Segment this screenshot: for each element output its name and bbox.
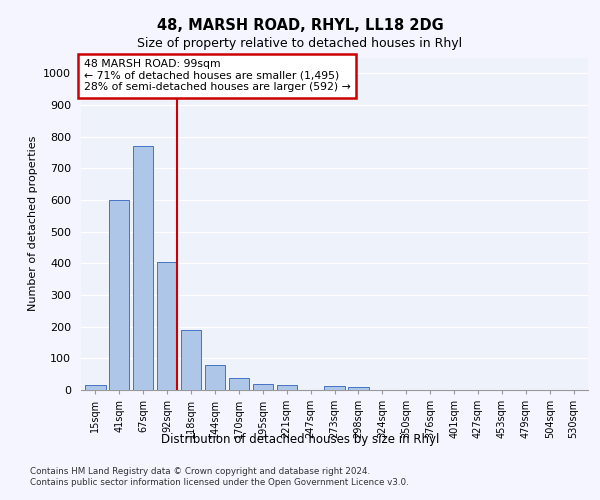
Bar xyxy=(133,146,154,390)
Y-axis label: Number of detached properties: Number of detached properties xyxy=(28,136,38,312)
Bar xyxy=(205,366,225,390)
Bar xyxy=(85,385,106,390)
Text: Size of property relative to detached houses in Rhyl: Size of property relative to detached ho… xyxy=(137,38,463,51)
Bar xyxy=(109,200,130,390)
Bar xyxy=(348,388,368,390)
Bar xyxy=(277,385,297,390)
Bar xyxy=(157,262,177,390)
Bar xyxy=(253,384,273,390)
Text: 48, MARSH ROAD, RHYL, LL18 2DG: 48, MARSH ROAD, RHYL, LL18 2DG xyxy=(157,18,443,32)
Text: 48 MARSH ROAD: 99sqm
← 71% of detached houses are smaller (1,495)
28% of semi-de: 48 MARSH ROAD: 99sqm ← 71% of detached h… xyxy=(83,59,350,92)
Bar xyxy=(229,378,249,390)
Text: Distribution of detached houses by size in Rhyl: Distribution of detached houses by size … xyxy=(161,432,439,446)
Bar xyxy=(181,330,201,390)
Bar xyxy=(325,386,344,390)
Text: Contains HM Land Registry data © Crown copyright and database right 2024.
Contai: Contains HM Land Registry data © Crown c… xyxy=(30,468,409,487)
